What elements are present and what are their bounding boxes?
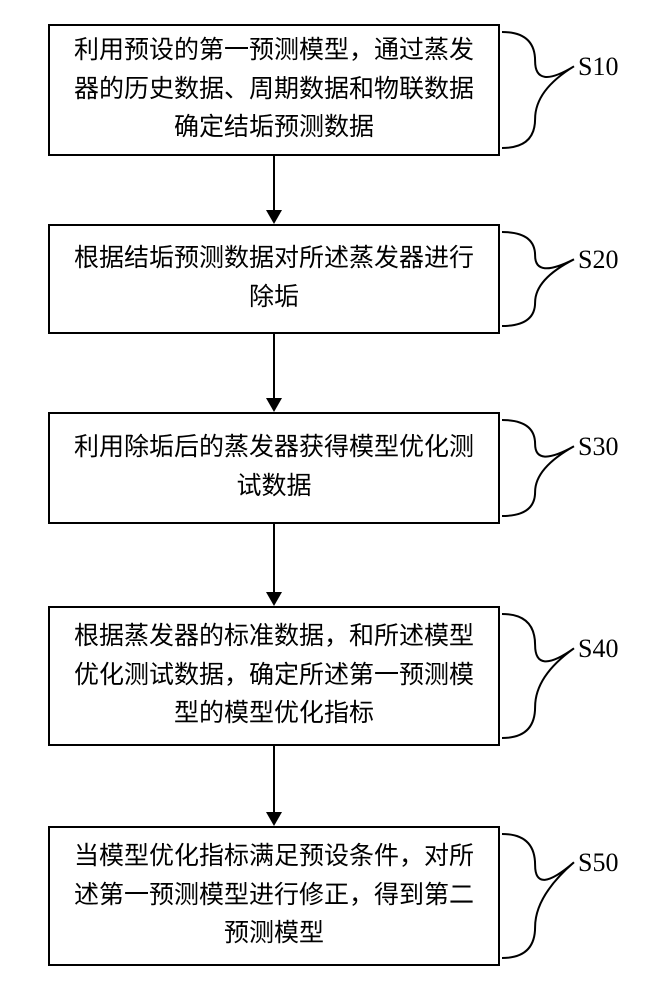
arrow-line-2: [273, 524, 275, 592]
arrow-head-2: [266, 592, 282, 606]
arrow-line-3: [273, 746, 275, 812]
step-box-s20: 根据结垢预测数据对所述蒸发器进行除垢: [48, 224, 500, 334]
step-label-s20: S20: [578, 245, 618, 275]
step-label-s40: S40: [578, 634, 618, 664]
brace-s50: [500, 816, 578, 976]
step-box-s40: 根据蒸发器的标准数据，和所述模型优化测试数据，确定所述第一预测模型的模型优化指标: [48, 606, 500, 746]
step-box-s50: 当模型优化指标满足预设条件，对所述第一预测模型进行修正，得到第二预测模型: [48, 826, 500, 966]
arrow-line-1: [273, 334, 275, 398]
arrow-head-3: [266, 812, 282, 826]
step-label-s50: S50: [578, 848, 618, 878]
step-text-s30: 利用除垢后的蒸发器获得模型优化测试数据: [68, 429, 480, 507]
brace-s40: [500, 596, 578, 756]
step-label-s30: S30: [578, 432, 618, 462]
arrow-head-1: [266, 398, 282, 412]
step-box-s10: 利用预设的第一预测模型，通过蒸发器的历史数据、周期数据和物联数据确定结垢预测数据: [48, 24, 500, 156]
arrow-head-0: [266, 210, 282, 224]
arrow-line-0: [273, 156, 275, 210]
step-label-s10: S10: [578, 52, 618, 82]
step-text-s20: 根据结垢预测数据对所述蒸发器进行除垢: [68, 240, 480, 318]
step-text-s10: 利用预设的第一预测模型，通过蒸发器的历史数据、周期数据和物联数据确定结垢预测数据: [68, 32, 480, 148]
brace-s30: [500, 402, 578, 534]
step-text-s50: 当模型优化指标满足预设条件，对所述第一预测模型进行修正，得到第二预测模型: [68, 838, 480, 954]
flowchart-canvas: 利用预设的第一预测模型，通过蒸发器的历史数据、周期数据和物联数据确定结垢预测数据…: [0, 0, 655, 1000]
step-box-s30: 利用除垢后的蒸发器获得模型优化测试数据: [48, 412, 500, 524]
step-text-s40: 根据蒸发器的标准数据，和所述模型优化测试数据，确定所述第一预测模型的模型优化指标: [68, 618, 480, 734]
brace-s20: [500, 214, 578, 344]
brace-s10: [500, 14, 578, 166]
